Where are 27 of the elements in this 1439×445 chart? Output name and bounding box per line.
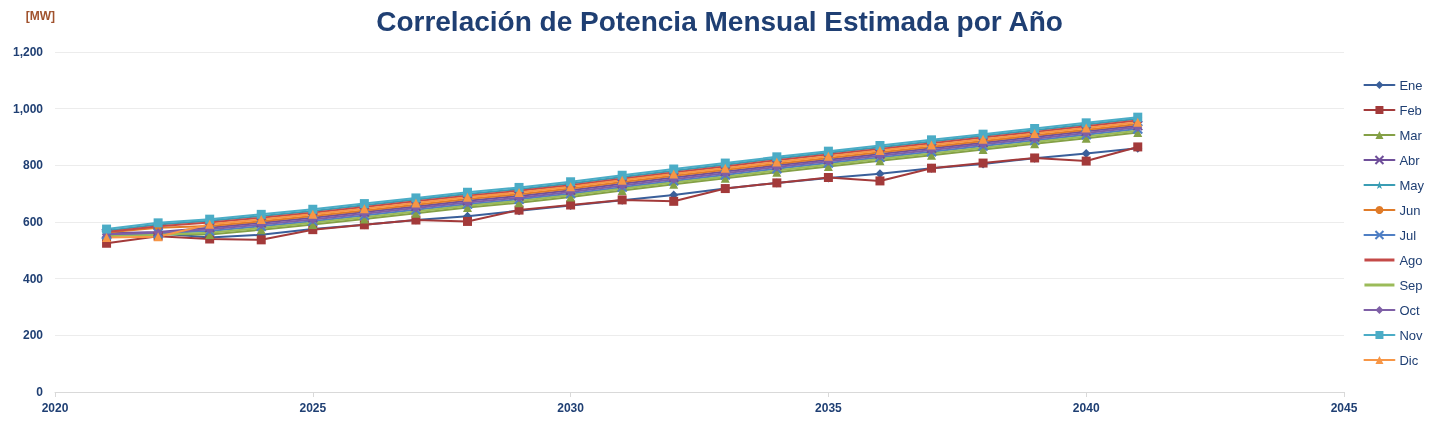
y-tick-label: 0 (36, 385, 44, 399)
y-tick-label: 800 (22, 158, 44, 173)
y-tick-label: 1,000 (12, 101, 44, 116)
legend-label: Feb (1399, 102, 1422, 118)
legend-label: Ene (1399, 77, 1423, 93)
x-tick-label: 2025 (299, 401, 327, 415)
legend-label: Dic (1399, 352, 1419, 368)
x-tick-label: 2045 (1330, 401, 1358, 415)
x-tick-label: 2040 (1072, 401, 1100, 415)
legend-label: Ago (1399, 252, 1423, 268)
legend-label: Sep (1399, 277, 1423, 293)
x-tick-label: 2020 (41, 401, 69, 415)
y-tick-label: 200 (22, 328, 44, 343)
y-tick-label: 600 (22, 215, 44, 229)
legend-label: May (1399, 177, 1425, 193)
legend-label: Jul (1399, 227, 1417, 243)
x-tick-label: 2035 (815, 401, 843, 415)
legend-label: Nov (1399, 327, 1424, 343)
legend-label: Jun (1399, 202, 1421, 218)
legend-label: Abr (1399, 152, 1421, 168)
x-tick-label: 2030 (557, 401, 585, 415)
chart-title: Correlación de Potencia Mensual Estimada por Año (376, 5, 1063, 37)
y-tick-label: 400 (22, 271, 44, 286)
legend-label: Mar (1399, 127, 1423, 143)
y-axis-title: [MW] (25, 9, 55, 23)
legend-label: Oct (1399, 302, 1421, 318)
y-tick-label: 1,200 (12, 45, 44, 59)
